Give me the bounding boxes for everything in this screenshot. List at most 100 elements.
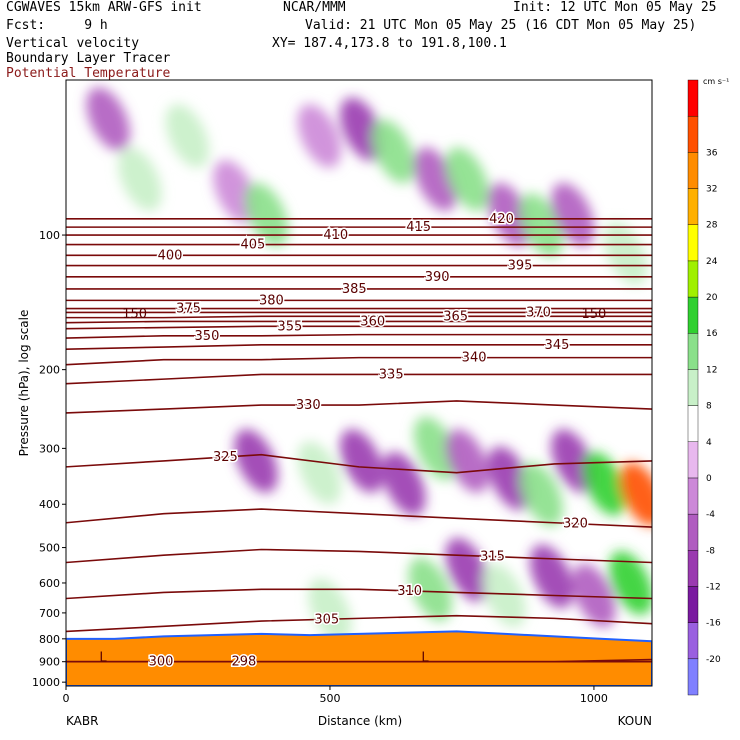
velocity-cell bbox=[482, 563, 526, 628]
colorbar-label: 36 bbox=[706, 148, 718, 158]
endpoint-right: KOUN bbox=[618, 714, 652, 728]
theta-line bbox=[66, 400, 652, 414]
theta-contour-label: 370 bbox=[526, 305, 551, 320]
colorbar-swatch bbox=[687, 188, 699, 225]
colorbar-label: -8 bbox=[706, 546, 715, 556]
x-tick-label: 1000 bbox=[580, 692, 608, 705]
y-tick-label: 400 bbox=[39, 498, 60, 511]
theta-contour-label: 330 bbox=[296, 398, 321, 413]
theta-line bbox=[66, 344, 652, 350]
velocity-cell bbox=[487, 182, 532, 247]
colorbar-label: 12 bbox=[706, 365, 717, 375]
velocity-cell bbox=[603, 221, 648, 286]
velocity-cell bbox=[118, 147, 162, 211]
theta-contour-label: 355 bbox=[277, 319, 302, 334]
y-tick-label: 1000 bbox=[32, 676, 60, 689]
ground-surface bbox=[66, 630, 652, 686]
y-axis-title: Pressure (hPa), log scale bbox=[17, 310, 31, 457]
theta-contour-label: 420 bbox=[489, 212, 514, 227]
colorbar-label: 32 bbox=[706, 185, 717, 195]
theta-contour-label: 320 bbox=[563, 517, 588, 532]
velocity-cell bbox=[361, 578, 405, 642]
colorbar-label: -4 bbox=[706, 510, 715, 520]
theta-contour-label: 385 bbox=[342, 282, 367, 297]
y-tick-label: 800 bbox=[39, 633, 60, 646]
colorbar-swatch bbox=[687, 622, 699, 660]
velocity-cell bbox=[371, 119, 416, 184]
theta-line bbox=[66, 356, 652, 366]
theta-contour-label: 380 bbox=[259, 293, 284, 308]
terrain-ground bbox=[66, 630, 652, 686]
colorbar-swatch bbox=[687, 405, 699, 442]
velocity-cell bbox=[519, 462, 563, 527]
colorbar-swatch bbox=[687, 260, 699, 298]
colorbar-swatch bbox=[687, 477, 699, 515]
init-time: Init: 12 UTC Mon 05 May 25 bbox=[513, 0, 717, 15]
y-tick-label: 900 bbox=[39, 656, 60, 669]
colorbar-swatch bbox=[687, 296, 699, 334]
velocity-cell bbox=[413, 416, 458, 481]
velocity-cell bbox=[165, 104, 210, 168]
colorbar: -20 -16 -12 -8 -4 0 4 8 12 16 20 24 28 32 36 bbox=[687, 79, 721, 696]
theta-contour-label: 395 bbox=[508, 259, 533, 274]
colorbar-swatch bbox=[687, 658, 699, 696]
velocity-cell bbox=[619, 462, 652, 527]
velocity-cell bbox=[297, 440, 342, 505]
theta-line bbox=[66, 614, 652, 633]
theta-line bbox=[66, 325, 652, 330]
theta-contour-label: 400 bbox=[158, 248, 183, 263]
theta-contour-label: 310 bbox=[397, 584, 422, 599]
theta-contour-label: 415 bbox=[406, 220, 431, 235]
cross-section-endpoints: XY= 187.4,173.8 to 191.8,100.1 bbox=[272, 36, 507, 51]
field-boundary-tracer: Boundary Layer Tracer bbox=[6, 51, 171, 66]
colorbar-swatch bbox=[687, 224, 699, 262]
theta-line bbox=[66, 320, 652, 324]
theta-contour-label: 365 bbox=[443, 309, 468, 324]
velocity-cell bbox=[234, 429, 278, 493]
theta-contour-label: 410 bbox=[323, 228, 348, 243]
velocity-cell bbox=[281, 381, 326, 445]
colorbar-swatch bbox=[687, 586, 699, 623]
theta-contour-label: 360 bbox=[360, 314, 385, 329]
y-tick-label: 300 bbox=[39, 442, 60, 455]
velocity-cell bbox=[339, 429, 384, 493]
model-title: CGWAVES 15km ARW-GFS init bbox=[6, 0, 202, 15]
x-tick-label: 0 bbox=[63, 692, 70, 705]
velocity-cell bbox=[86, 87, 130, 151]
velocity-cell bbox=[572, 563, 616, 628]
velocity-cell bbox=[297, 104, 342, 168]
theta-line bbox=[66, 315, 652, 319]
endpoint-left: KABR bbox=[66, 714, 98, 728]
velocity-cell bbox=[519, 193, 563, 257]
theta-contour-label: 300 bbox=[149, 655, 174, 670]
velocity-cell bbox=[582, 452, 627, 516]
velocity-cell bbox=[551, 182, 595, 247]
velocity-cell bbox=[408, 557, 453, 622]
colorbar-label: -20 bbox=[706, 655, 721, 665]
velocity-cell bbox=[445, 537, 489, 602]
x-axis-title: Distance (km) bbox=[318, 714, 402, 728]
colorbar-label: 8 bbox=[706, 402, 712, 412]
theta-line bbox=[66, 333, 652, 339]
y-tick-label: 600 bbox=[39, 577, 60, 590]
theta-contour-label: 390 bbox=[425, 270, 450, 285]
colorbar-swatch bbox=[687, 115, 699, 153]
theta-contour-label: 340 bbox=[462, 351, 487, 366]
potential-temperature-contours bbox=[66, 218, 652, 663]
colorbar-swatch bbox=[687, 333, 699, 370]
velocity-cell bbox=[445, 147, 489, 211]
colorbar-label: 28 bbox=[706, 221, 718, 231]
valid-time: Valid: 21 UTC Mon 05 May 25 (16 CDT Mon … bbox=[305, 18, 697, 33]
colorbar-unit: cm s⁻¹ bbox=[703, 77, 729, 86]
marker-label: 150 bbox=[122, 307, 147, 322]
field-potential-temperature: Potential Temperature bbox=[6, 66, 171, 81]
theta-contour-label: 298 bbox=[231, 655, 256, 670]
velocity-cell bbox=[244, 182, 289, 247]
colorbar-label: -16 bbox=[706, 619, 721, 629]
y-tick-label: 700 bbox=[39, 607, 60, 620]
velocity-cell bbox=[445, 429, 489, 493]
vertical-velocity-field bbox=[86, 87, 652, 642]
colorbar-label: 20 bbox=[706, 293, 718, 303]
